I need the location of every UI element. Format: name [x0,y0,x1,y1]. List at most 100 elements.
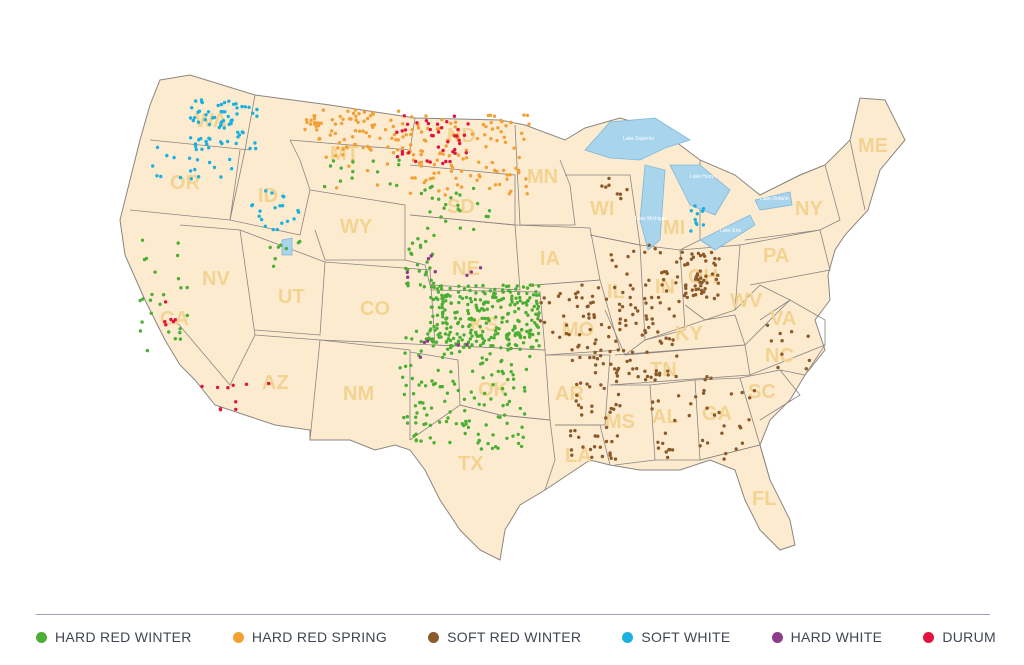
production-dot [270,191,274,195]
production-dot [634,321,638,325]
production-dot [447,154,451,158]
state-label-mn: MN [527,166,558,188]
production-dot [501,371,505,376]
production-dot [716,281,720,285]
production-dot [501,283,505,287]
production-dot [696,251,701,256]
production-dot [505,421,509,425]
production-dot [441,311,445,316]
production-dot [739,426,743,430]
production-dot [488,289,492,293]
lake-ontario [754,191,793,211]
production-dot [401,122,405,126]
production-dot [460,338,464,342]
production-dot [276,245,281,249]
production-dot [528,354,532,359]
us-wheat-class-map: Lake Superior Lake Huron Lake Michigan L… [119,74,906,561]
production-dot [429,278,433,282]
production-dot [400,129,404,133]
production-dot [397,158,401,162]
production-dot [150,292,154,297]
production-dot [422,138,427,142]
production-dot [619,196,623,201]
production-dot [250,203,254,208]
production-dot [443,399,447,403]
production-dot [419,380,424,384]
production-dot [451,336,456,341]
production-dot [635,366,639,371]
production-dot [211,116,215,120]
production-dot [478,324,482,329]
production-dot [488,352,492,356]
production-dot [618,321,622,325]
production-dot [429,295,433,300]
production-dot [506,311,511,316]
production-dot [489,397,493,401]
production-dot [528,335,532,339]
production-dot [481,283,485,288]
production-dot [361,129,365,133]
production-dot [176,277,181,281]
production-dot [362,119,366,123]
legend-dot [771,631,783,643]
production-dot [176,241,180,245]
production-dot [570,348,574,352]
production-dot [614,379,619,384]
production-dot [503,392,508,396]
production-dot [217,125,221,130]
production-dot [448,410,452,414]
production-dot [599,348,603,352]
production-dot [626,254,630,259]
production-dot [607,176,611,181]
production-dot [273,206,277,210]
production-dot [417,269,421,273]
production-dot [631,312,635,317]
production-dot [416,126,421,130]
production-dot [330,118,334,122]
production-dot [495,169,499,174]
production-dot [357,129,362,133]
production-dot [356,120,360,125]
production-dot [312,114,316,118]
production-dot [522,113,526,117]
production-dot [409,363,413,368]
production-dot [423,273,428,277]
production-dot [439,215,443,219]
production-dot [375,170,380,174]
production-dot [414,159,418,164]
production-dot [404,336,408,340]
production-dot [243,105,247,109]
production-dot [437,420,442,424]
production-dot [406,275,410,279]
production-dot [493,329,498,333]
production-dot [525,291,529,296]
production-dot [471,186,476,191]
state-label-ar: AR [555,383,584,405]
production-dot [701,252,706,256]
production-dot [342,137,346,142]
production-dot [378,136,382,140]
production-dot [508,173,512,177]
production-dot [497,182,502,187]
production-dot [574,295,579,300]
production-dot [155,174,159,178]
production-dot [254,146,258,151]
legend-item-durum: DURUM [923,629,996,645]
production-dot [489,120,493,125]
production-dot [264,189,268,193]
production-dot [447,333,451,337]
production-dot [499,346,503,350]
production-dot [346,109,350,114]
production-dot [391,151,396,155]
production-dot [625,187,629,192]
production-dot [551,330,555,334]
production-dot [402,114,406,118]
production-dot [537,344,541,348]
production-dot [463,431,467,436]
production-dot [428,436,432,440]
production-dot [484,125,488,129]
production-dot [618,404,622,408]
production-dot [196,175,201,179]
production-dot [414,438,418,442]
production-dot [424,119,429,123]
